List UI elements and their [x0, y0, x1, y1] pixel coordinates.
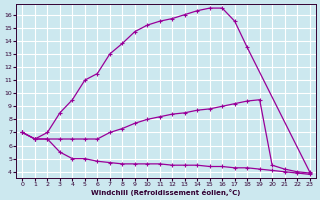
X-axis label: Windchill (Refroidissement éolien,°C): Windchill (Refroidissement éolien,°C) [91, 189, 241, 196]
